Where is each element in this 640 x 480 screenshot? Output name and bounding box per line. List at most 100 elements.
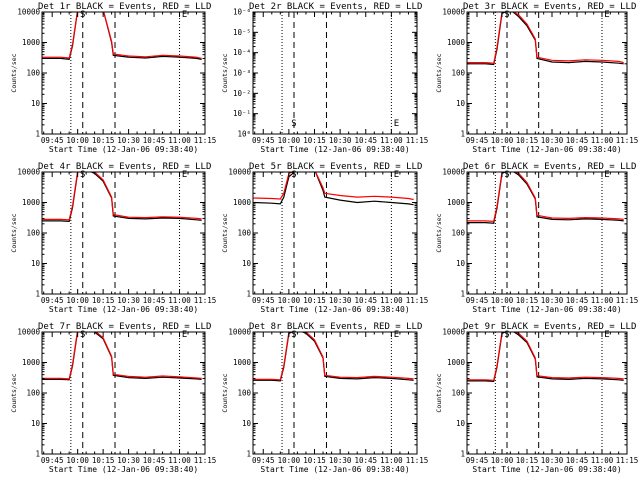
x-tick-label: 11:00	[591, 136, 614, 145]
x-tick-label: 11:15	[194, 456, 217, 465]
y-tick-label: 10⁻⁶	[233, 8, 251, 17]
panel-5: Det 5r BLACK = Events, RED = LLD 1 10 100 10…	[221, 162, 428, 314]
y-tick-label: 10	[242, 259, 252, 268]
y-tick-label: 100	[26, 69, 40, 78]
series-group	[42, 332, 202, 381]
x-tick-label: 11:00	[168, 296, 191, 305]
x-tick-label: 11:00	[168, 136, 191, 145]
x-tick-label: 11:00	[380, 456, 403, 465]
y-axis-label: Counts/sec	[221, 213, 229, 252]
y-tick-label: 10⁻²	[233, 89, 251, 98]
x-tick-label: 10:15	[516, 296, 539, 305]
plot-frame	[252, 171, 418, 295]
x-axis-label: Start Time (12-Jan-06 09:38:40)	[472, 305, 621, 314]
series-line-events	[253, 332, 414, 382]
x-tick-label: 10:00	[491, 456, 514, 465]
plot-frame	[466, 11, 628, 135]
panel-title: Det 3r BLACK = Events, RED = LLD	[463, 2, 636, 12]
y-tick-label: 100	[451, 389, 465, 398]
y-tick-label: 1000	[22, 358, 41, 367]
series-group	[42, 172, 202, 223]
x-axis-label: Start Time (12-Jan-06 09:38:40)	[49, 145, 198, 154]
x-tick-label: 09:45	[252, 296, 275, 305]
x-tick-label: 10:45	[143, 456, 166, 465]
x-tick-label: 11:00	[591, 296, 614, 305]
x-tick-label: 11:15	[616, 296, 639, 305]
y-tick-label: 10000	[228, 328, 251, 337]
y-axis-label: Counts/sec	[435, 213, 443, 252]
x-tick-label: 10:45	[354, 136, 377, 145]
panel-title: Det 1r BLACK = Events, RED = LLD	[38, 2, 211, 12]
x-tick-label: 10:15	[303, 456, 326, 465]
y-tick-label: 100	[237, 389, 251, 398]
y-tick-label: 10⁻⁴	[233, 48, 251, 57]
series-line-lld	[253, 172, 414, 201]
x-tick-label: 11:15	[616, 456, 639, 465]
x-tick-label: 10:45	[354, 456, 377, 465]
y-tick-label: 10000	[17, 328, 40, 337]
marker-s: S	[80, 170, 85, 180]
marker-e: E	[604, 170, 609, 180]
y-tick-label: 10⁻¹	[233, 109, 251, 118]
y-tick-label: 10000	[442, 8, 465, 17]
y-tick-label: 1	[460, 290, 465, 299]
x-tick-label: 11:00	[168, 456, 191, 465]
panel-title: Det 2r BLACK = Events, RED = LLD	[249, 2, 422, 12]
y-tick-label: 100	[26, 389, 40, 398]
plot-frame	[41, 11, 206, 135]
series-line-lld	[253, 332, 414, 381]
y-tick-label: 10⁰	[237, 130, 251, 139]
series-line-events	[467, 172, 624, 224]
x-axis-label: Start Time (12-Jan-06 09:38:40)	[49, 465, 198, 474]
series-line-events	[42, 172, 202, 223]
x-tick-label: 10:15	[92, 296, 115, 305]
x-tick-label: 10:00	[66, 456, 89, 465]
plot-frame	[466, 171, 628, 295]
x-tick-label: 10:30	[329, 456, 352, 465]
x-tick-label: 10:30	[541, 296, 564, 305]
plot-frame	[252, 331, 418, 455]
series-line-lld	[467, 332, 624, 381]
x-tick-label: 11:00	[591, 456, 614, 465]
series-group	[253, 172, 414, 206]
x-tick-label: 11:15	[406, 456, 429, 465]
y-tick-label: 1	[35, 450, 40, 459]
x-tick-label: 11:15	[406, 296, 429, 305]
y-axis-label: Counts/sec	[435, 373, 443, 412]
x-tick-label: 10:00	[278, 456, 301, 465]
x-tick-label: 09:45	[41, 136, 64, 145]
series-line-lld	[467, 172, 624, 223]
x-tick-label: 09:45	[41, 296, 64, 305]
x-tick-label: 10:30	[541, 136, 564, 145]
x-tick-label: 10:45	[566, 296, 589, 305]
panel-title: Det 6r BLACK = Events, RED = LLD	[463, 162, 636, 172]
y-tick-label: 1000	[447, 358, 466, 367]
series-line-events	[42, 332, 202, 381]
x-tick-label: 11:15	[406, 136, 429, 145]
x-tick-label: 09:45	[466, 296, 489, 305]
marker-e: E	[394, 170, 399, 180]
series-line-lld	[42, 332, 202, 380]
y-tick-label: 100	[451, 229, 465, 238]
panel-6: Det 6r BLACK = Events, RED = LLD 1 10 100 10…	[435, 162, 638, 314]
x-tick-label: 10:45	[566, 456, 589, 465]
series-line-events	[467, 332, 624, 383]
y-tick-label: 10	[31, 99, 41, 108]
series-line-lld	[42, 12, 202, 59]
x-tick-label: 10:00	[278, 296, 301, 305]
x-tick-label: 09:45	[466, 136, 489, 145]
marker-s: S	[80, 330, 85, 340]
x-axis-label: Start Time (12-Jan-06 09:38:40)	[260, 465, 409, 474]
y-axis-label: Counts/sec	[10, 53, 18, 92]
marker-e: E	[604, 10, 609, 20]
x-tick-label: 10:00	[491, 136, 514, 145]
x-tick-label: 10:00	[491, 296, 514, 305]
series-line-lld	[467, 12, 624, 64]
x-tick-label: 10:00	[66, 296, 89, 305]
y-tick-label: 10⁻⁵	[233, 28, 251, 37]
x-tick-label: 10:15	[516, 456, 539, 465]
x-tick-label: 11:15	[616, 136, 639, 145]
x-tick-label: 10:45	[566, 136, 589, 145]
series-line-events	[467, 12, 624, 66]
panel-title: Det 8r BLACK = Events, RED = LLD	[249, 322, 422, 332]
